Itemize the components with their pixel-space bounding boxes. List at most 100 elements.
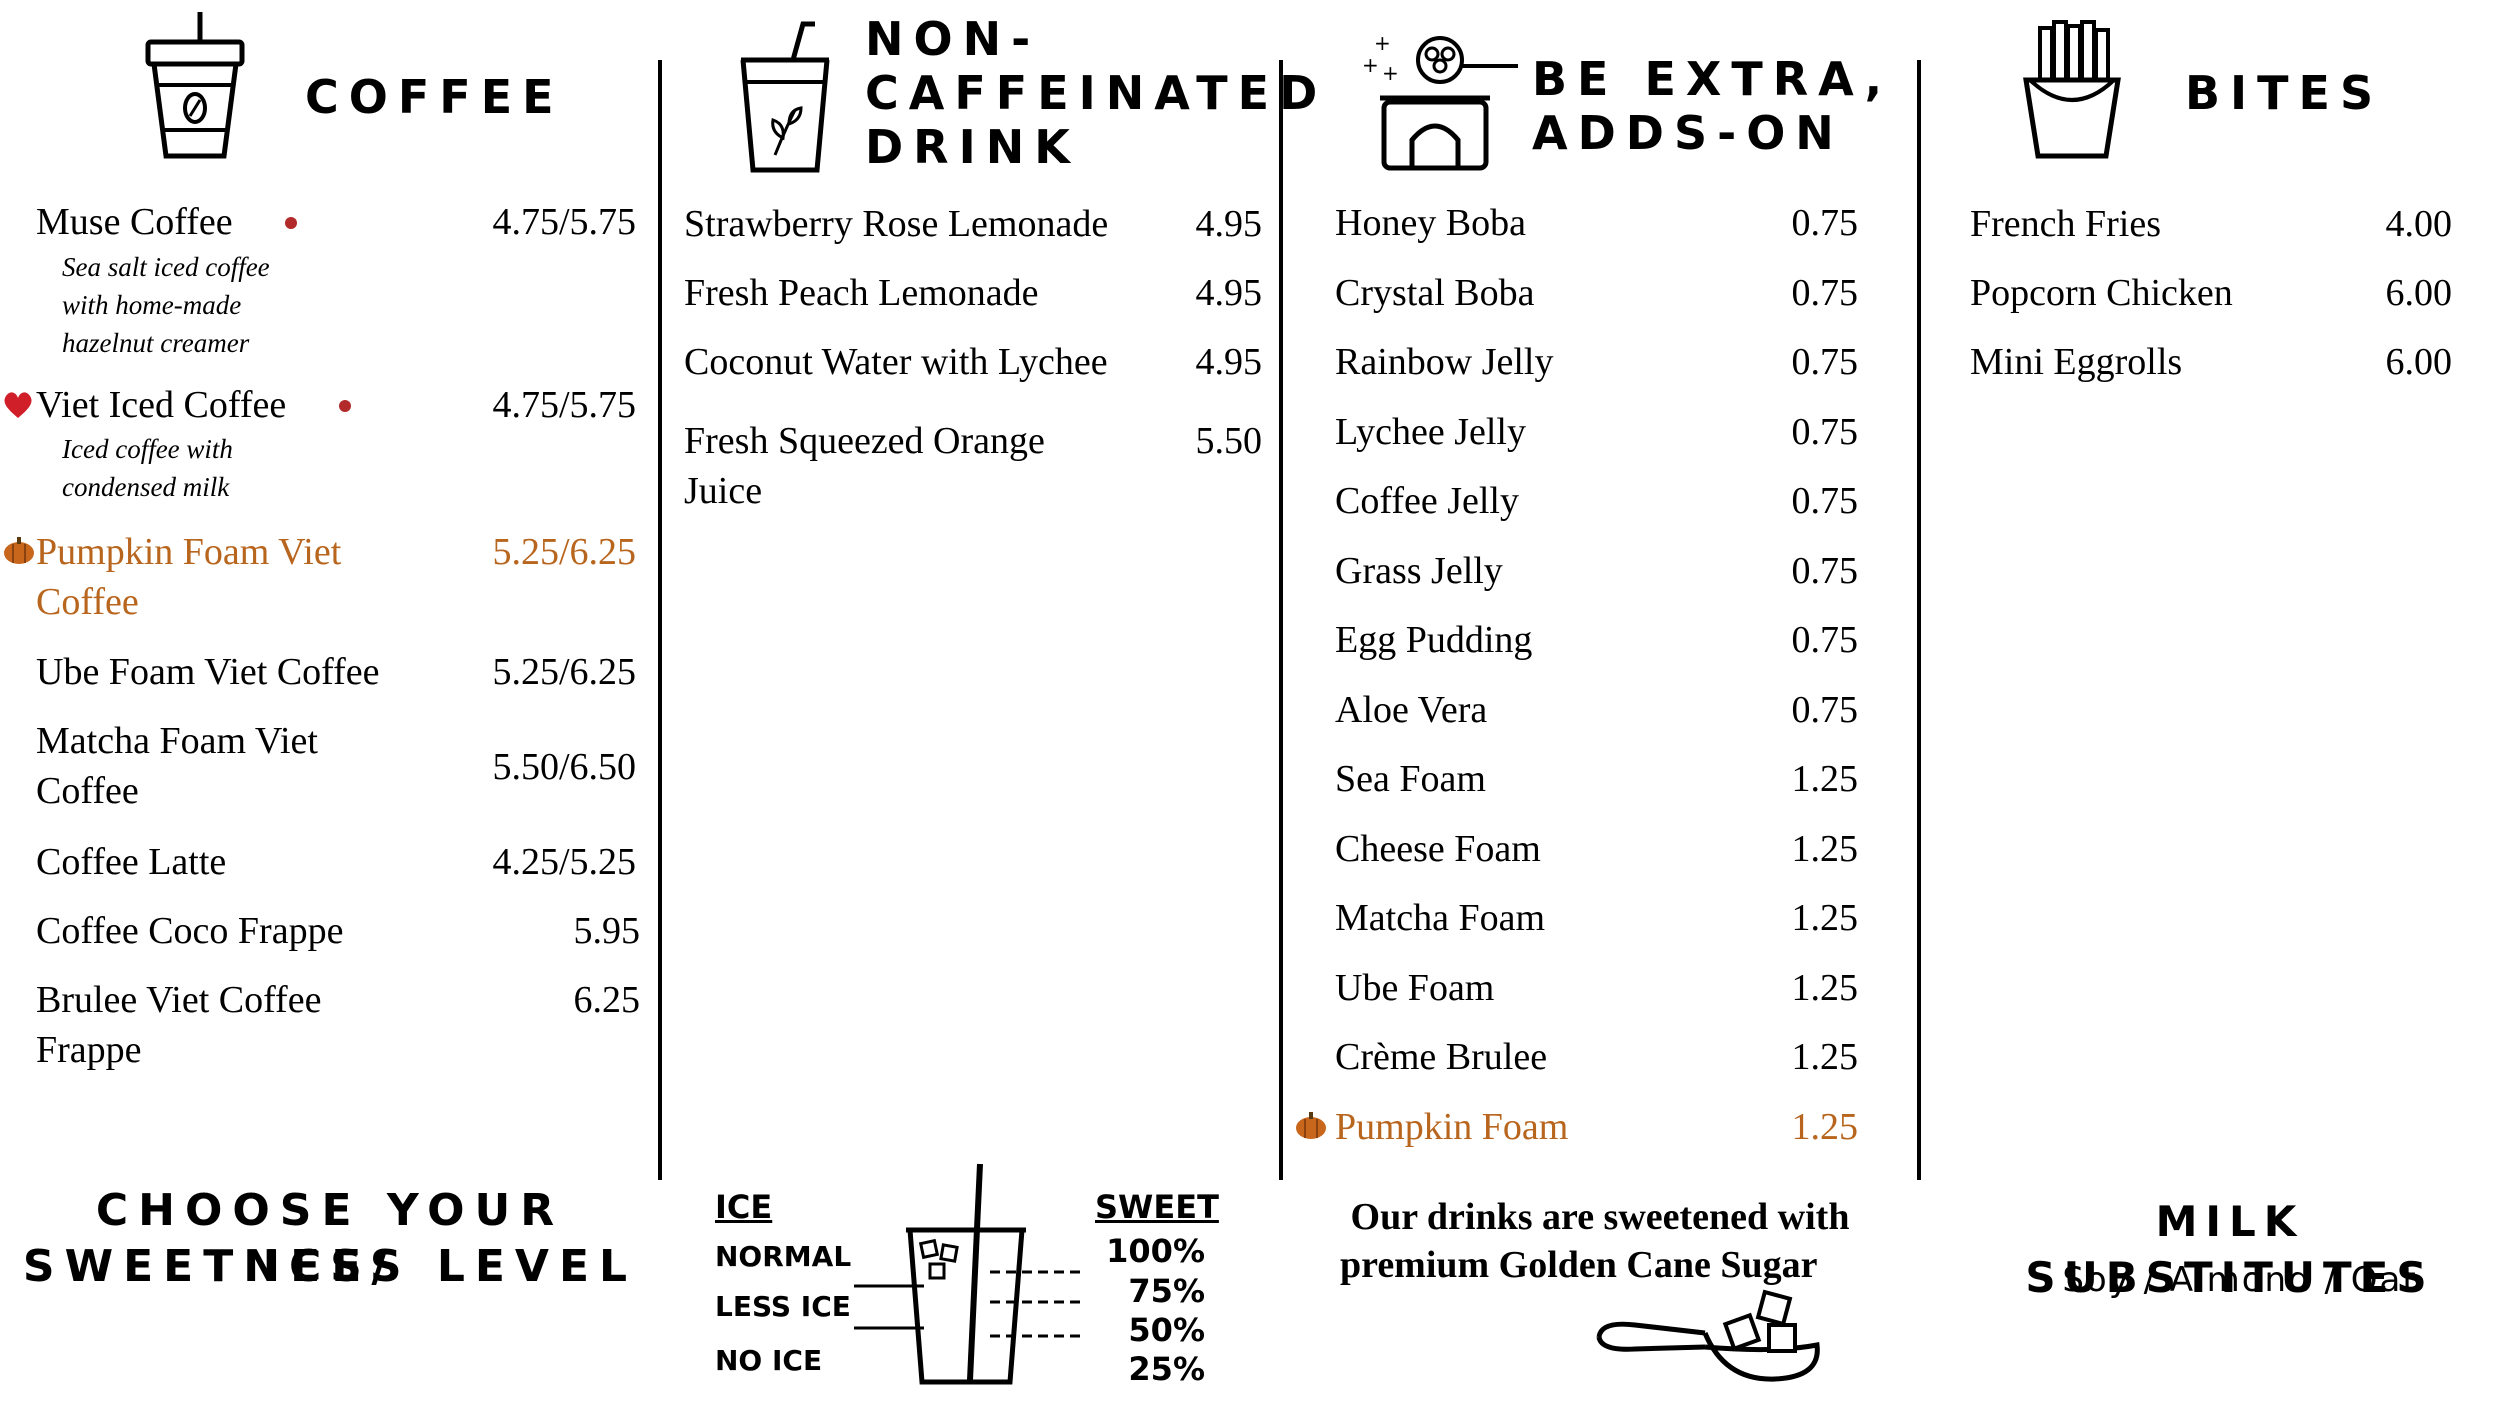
iced-coffee-cup-icon xyxy=(145,12,245,159)
menu-item-name: Lychee Jelly xyxy=(1335,411,1526,453)
menu-item-price: 0.75 xyxy=(1791,202,1859,244)
menu-item-name: French Fries xyxy=(1970,203,2162,245)
menu-item-name: Coconut Water with Lychee xyxy=(684,341,1108,383)
milk-options: Soy / Almond / Oat xyxy=(2062,1260,2418,1300)
menu-item-name: Crème Brulee xyxy=(1335,1036,1548,1078)
menu-item-price: 0.75 xyxy=(1791,550,1859,592)
menu-item-price: 4.75/5.75 xyxy=(492,201,636,243)
menu-item-name: Coffee Latte xyxy=(36,841,227,883)
menu-item-name: Sea Foam xyxy=(1335,758,1486,800)
menu-item-name: Viet Iced Coffee xyxy=(36,384,287,426)
menu-item-name: Fresh Squeezed Orange xyxy=(684,420,1045,462)
menu-item-description: condensed milk xyxy=(62,472,230,502)
menu-item-description: hazelnut creamer xyxy=(62,328,250,358)
menu-item-name: Pumpkin Foam xyxy=(1335,1106,1569,1148)
menu-item-name: Mini Eggrolls xyxy=(1970,341,2183,383)
menu-item-price: 6.25 xyxy=(573,979,641,1021)
menu-item-name: Egg Pudding xyxy=(1335,619,1533,661)
menu-item-price: 1.25 xyxy=(1791,828,1859,870)
ice-level-label: NORMAL xyxy=(715,1240,852,1273)
menu-item-price: 0.75 xyxy=(1791,272,1859,314)
bites-title: BITES xyxy=(2185,66,2384,120)
french-fries-icon xyxy=(2023,20,2121,159)
menu-item-price: 5.50/6.50 xyxy=(492,746,636,788)
menu-item-price: 4.95 xyxy=(1195,272,1263,314)
menu-item-description: Iced coffee with xyxy=(62,434,233,464)
menu-item-price: 4.00 xyxy=(2385,203,2453,245)
noncaf-title: CAFFEINATED xyxy=(865,66,1328,120)
menu-item-price: 4.25/5.25 xyxy=(492,841,636,883)
menu-item-name: Grass Jelly xyxy=(1335,550,1503,592)
column-divider xyxy=(1279,60,1283,1180)
menu-item-price: 0.75 xyxy=(1791,341,1859,383)
svg-text:+: + xyxy=(1374,31,1391,55)
ice-level-label: NO ICE xyxy=(715,1344,823,1377)
ice-header: ICE xyxy=(715,1188,773,1226)
menu-item-price: 5.50 xyxy=(1195,420,1263,462)
menu-item-price: 1.25 xyxy=(1791,967,1859,1009)
menu-item-name: Coffee Jelly xyxy=(1335,480,1519,522)
featured-dot-icon xyxy=(339,400,351,412)
menu-item-name: Frappe xyxy=(36,1029,142,1071)
choose-ice-sweetness-title: CHOOSE YOUR ICE/ xyxy=(95,1185,565,1292)
menu-item-name: Ube Foam Viet Coffee xyxy=(36,651,380,693)
addons-title: BE EXTRA, xyxy=(1532,52,1893,106)
menu-item-price: 5.95 xyxy=(573,910,641,952)
ice-sweetness-cup-icon xyxy=(854,1163,1080,1385)
pumpkin-icon xyxy=(1296,1112,1326,1139)
menu-item-price: 6.00 xyxy=(2385,272,2453,314)
column-divider xyxy=(658,60,662,1180)
menu-item-price: 1.25 xyxy=(1791,897,1859,939)
menu-item-price: 1.25 xyxy=(1791,1106,1859,1148)
menu-item-name: Matcha Foam xyxy=(1335,897,1546,939)
menu-item-price: 0.75 xyxy=(1791,619,1859,661)
toppings-jar-icon: + + + xyxy=(1362,31,1518,171)
menu-item-price: 4.95 xyxy=(1195,341,1263,383)
pumpkin-icon xyxy=(4,537,34,564)
menu-item-name: Coffee xyxy=(36,770,139,812)
menu-item-name: Aloe Vera xyxy=(1335,689,1488,731)
sweet-level-label: 75% xyxy=(1128,1272,1205,1310)
menu-item-price: 4.95 xyxy=(1195,203,1263,245)
menu-item-price: 6.00 xyxy=(2385,341,2453,383)
menu-item-name: Rainbow Jelly xyxy=(1335,341,1554,383)
menu-item-name: Juice xyxy=(684,470,763,512)
menu-item-description: with home-made xyxy=(62,290,242,320)
addons-title: ADDS-ON xyxy=(1532,106,1844,160)
menu-item-price: 1.25 xyxy=(1791,1036,1859,1078)
menu-item-name: Matcha Foam Viet xyxy=(36,720,318,762)
menu-item-name: Ube Foam xyxy=(1335,967,1495,1009)
sweet-header: SWEET xyxy=(1095,1188,1219,1226)
menu-item-name: Strawberry Rose Lemonade xyxy=(684,203,1109,245)
menu-item-name: Honey Boba xyxy=(1335,202,1527,244)
menu-item-price: 1.25 xyxy=(1791,758,1859,800)
menu-item-price: 5.25/6.25 xyxy=(492,531,636,573)
column-divider xyxy=(1917,60,1921,1180)
sweet-level-label: 100% xyxy=(1106,1232,1205,1270)
menu-item-price: 4.75/5.75 xyxy=(492,384,636,426)
milk-substitutes-title: MILK SUBSTITUTES xyxy=(2025,1197,2435,1302)
menu-item-price: 5.25/6.25 xyxy=(492,651,636,693)
menu-item-name: Cheese Foam xyxy=(1335,828,1541,870)
menu-item-name: Coffee Coco Frappe xyxy=(36,910,344,952)
menu-item-price: 0.75 xyxy=(1791,480,1859,522)
menu-item-price: 0.75 xyxy=(1791,689,1859,731)
menu-item-price: 0.75 xyxy=(1791,411,1859,453)
menu-item-description: Sea salt iced coffee xyxy=(62,252,270,282)
coffee-title: COFFEE xyxy=(305,70,564,124)
menu-item-name: Pumpkin Foam Viet xyxy=(36,531,342,573)
sugar-note: Our drinks are sweetened with xyxy=(1350,1196,1850,1238)
ice-level-label: LESS ICE xyxy=(715,1290,851,1323)
sugar-spoon-icon xyxy=(1596,1289,1820,1382)
menu-item-name: Muse Coffee xyxy=(36,201,233,243)
noncaf-title: DRINK xyxy=(865,120,1080,174)
noncaf-title: NON- xyxy=(865,12,1041,66)
menu-item-name: Popcorn Chicken xyxy=(1970,272,2233,314)
menu-item-name: Crystal Boba xyxy=(1335,272,1535,314)
sweet-level-label: 25% xyxy=(1128,1350,1205,1388)
svg-text:+: + xyxy=(1382,61,1399,85)
menu-item-name: Fresh Peach Lemonade xyxy=(684,272,1039,314)
heart-icon xyxy=(4,392,32,418)
choose-ice-sweetness-title: SWEETNESS LEVEL xyxy=(22,1241,638,1292)
svg-text:+: + xyxy=(1362,53,1379,77)
